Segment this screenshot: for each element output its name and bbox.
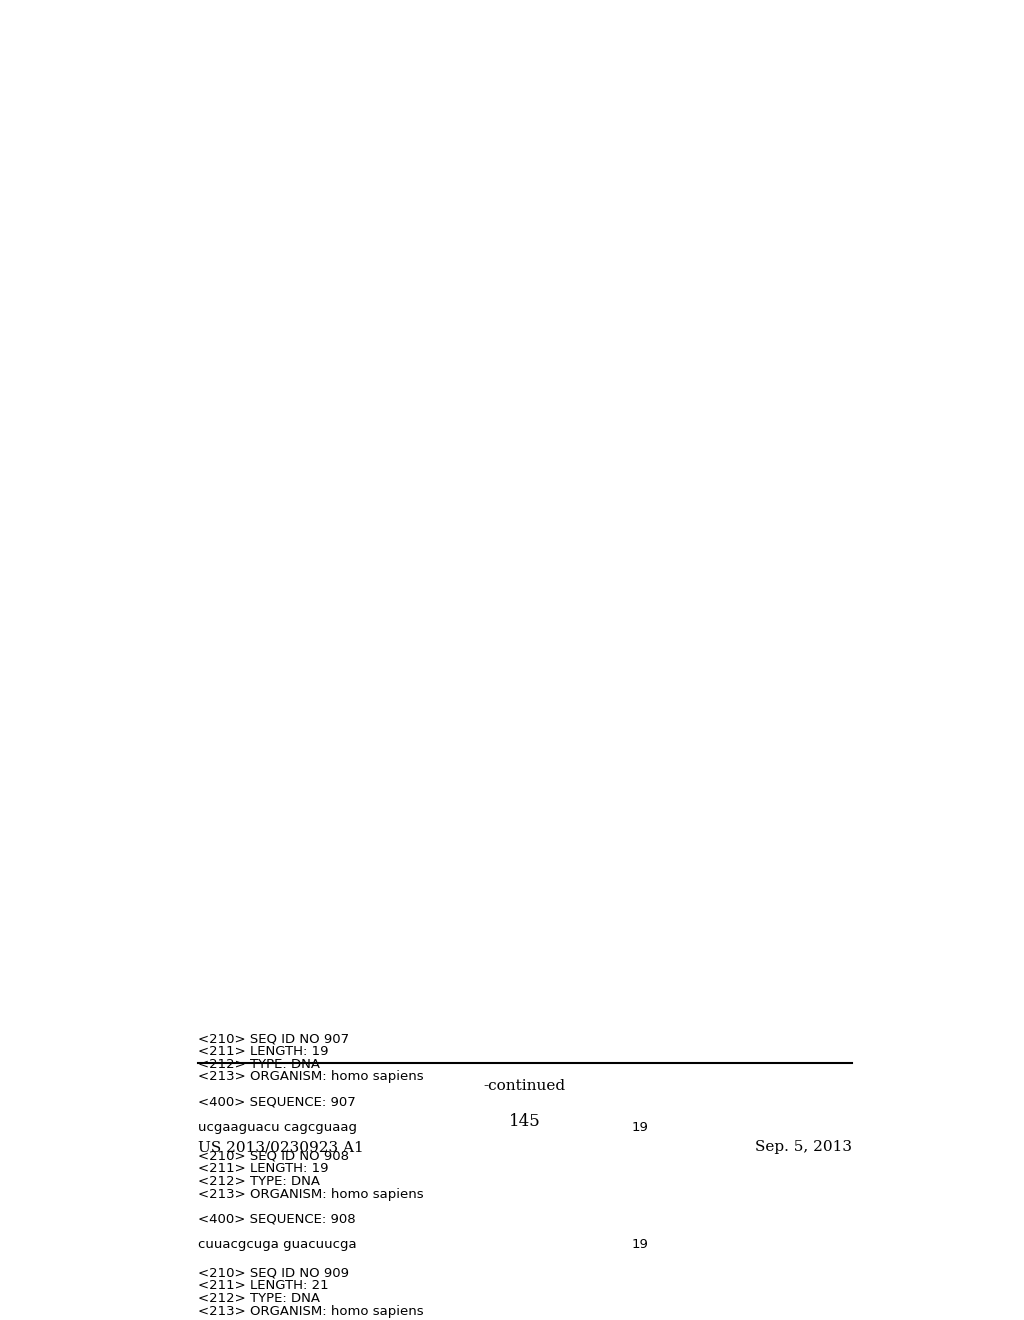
Text: 19: 19: [632, 1121, 648, 1134]
Text: <210> SEQ ID NO 907: <210> SEQ ID NO 907: [198, 1032, 349, 1045]
Text: 145: 145: [509, 1113, 541, 1130]
Text: Sep. 5, 2013: Sep. 5, 2013: [755, 1140, 852, 1154]
Text: <212> TYPE: DNA: <212> TYPE: DNA: [198, 1057, 319, 1071]
Text: <400> SEQUENCE: 907: <400> SEQUENCE: 907: [198, 1096, 355, 1109]
Text: <211> LENGTH: 21: <211> LENGTH: 21: [198, 1279, 329, 1292]
Text: <213> ORGANISM: homo sapiens: <213> ORGANISM: homo sapiens: [198, 1304, 423, 1317]
Text: <213> ORGANISM: homo sapiens: <213> ORGANISM: homo sapiens: [198, 1188, 423, 1200]
Text: <210> SEQ ID NO 908: <210> SEQ ID NO 908: [198, 1150, 349, 1163]
Text: <211> LENGTH: 19: <211> LENGTH: 19: [198, 1162, 329, 1175]
Text: <211> LENGTH: 19: <211> LENGTH: 19: [198, 1045, 329, 1059]
Text: <212> TYPE: DNA: <212> TYPE: DNA: [198, 1175, 319, 1188]
Text: <212> TYPE: DNA: <212> TYPE: DNA: [198, 1292, 319, 1305]
Text: 19: 19: [632, 1238, 648, 1251]
Text: cuuacgcuga guacuucga: cuuacgcuga guacuucga: [198, 1238, 356, 1251]
Text: <213> ORGANISM: homo sapiens: <213> ORGANISM: homo sapiens: [198, 1071, 423, 1084]
Text: US 2013/0230923 A1: US 2013/0230923 A1: [198, 1140, 364, 1154]
Text: <210> SEQ ID NO 909: <210> SEQ ID NO 909: [198, 1266, 349, 1279]
Text: ucgaaguacu cagcguaag: ucgaaguacu cagcguaag: [198, 1121, 356, 1134]
Text: -continued: -continued: [483, 1078, 566, 1093]
Text: <400> SEQUENCE: 908: <400> SEQUENCE: 908: [198, 1213, 355, 1226]
